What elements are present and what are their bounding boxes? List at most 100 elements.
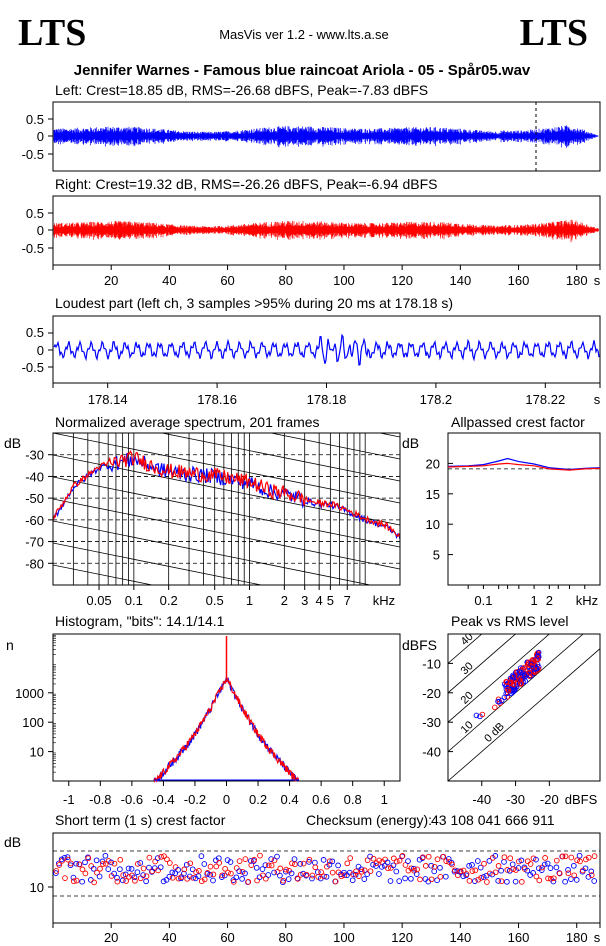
scatter-point <box>479 711 486 718</box>
crest-point <box>125 865 132 872</box>
crest-point <box>352 871 359 878</box>
x-tick-label: 100 <box>333 930 355 945</box>
right-waveform <box>53 219 599 243</box>
crest-point <box>294 876 301 882</box>
scatter-point <box>473 712 480 719</box>
x-tick-label: -0.4 <box>152 792 174 807</box>
crest-point <box>463 871 470 877</box>
x-tick-label: 160 <box>508 273 530 288</box>
crest-point <box>160 878 167 885</box>
crest-point <box>143 878 149 885</box>
allpass-ylabel: dB <box>402 435 419 451</box>
x-tick-label: 80 <box>279 930 293 945</box>
right-ytick: 0 <box>37 223 44 238</box>
crest-point <box>53 868 60 874</box>
x-tick-label: 0.2 <box>249 792 267 807</box>
crest-point <box>370 855 377 862</box>
diagonal-label: 0 dB <box>482 721 507 745</box>
crest-point <box>454 868 461 874</box>
crest-point <box>277 872 283 879</box>
crest-point <box>309 872 316 879</box>
allpass-panel: 20 15 10 5 0.1 1 2 kHz <box>426 432 601 608</box>
logo-left: LTS <box>18 12 86 54</box>
x-tick-label: -1 <box>63 792 75 807</box>
y-tick-label: -40 <box>422 745 441 760</box>
scatter-point <box>522 673 529 680</box>
crest-point <box>76 861 83 868</box>
crest-point <box>452 867 458 874</box>
crest-point <box>306 856 313 863</box>
crest-point <box>277 865 284 872</box>
crest-point <box>559 853 566 860</box>
shortterm-plot-frame <box>52 832 601 924</box>
crest-point <box>292 861 298 868</box>
spectrum-panel: -30 -40 -50 -60 -70 -80 0.05 0.1 0.2 0.5 1 2 3 4 5 7 k… <box>25 432 401 608</box>
crest-point <box>544 860 551 867</box>
scatter-point <box>507 680 514 686</box>
crest-point <box>291 856 298 862</box>
histogram-ylabel: n <box>6 637 14 653</box>
scatter-point <box>514 669 520 675</box>
crest-point <box>224 857 231 863</box>
crest-point <box>358 868 365 875</box>
crest-point <box>93 857 100 864</box>
crest-point <box>486 858 493 864</box>
crest-point <box>332 878 339 885</box>
crest-point <box>361 867 368 874</box>
peakrms-x-axis: -40 -30 -20 <box>472 781 559 807</box>
x-tick-label: 160 <box>508 930 530 945</box>
crest-point <box>509 861 516 868</box>
crest-point <box>504 878 510 885</box>
crest-point <box>193 869 199 875</box>
crest-point <box>166 860 173 866</box>
crest-point <box>73 877 80 884</box>
scatter-point <box>529 663 535 669</box>
crest-point <box>146 854 153 861</box>
crest-point <box>393 858 400 865</box>
crest-point <box>437 873 444 880</box>
crest-point <box>186 873 193 880</box>
crest-point <box>396 857 403 864</box>
crest-point <box>248 862 255 868</box>
crest-point <box>70 874 77 881</box>
scatter-point <box>504 694 510 700</box>
y-tick-label: -70 <box>25 535 44 550</box>
y-tick-label: -30 <box>25 448 44 463</box>
crest-point <box>571 872 578 879</box>
right-ytick: 0.5 <box>26 206 44 221</box>
crest-point <box>169 874 176 881</box>
crest-point <box>475 876 482 883</box>
x-tick-label: -40 <box>472 792 491 807</box>
scatter-point <box>534 652 541 659</box>
crest-point <box>506 867 513 874</box>
x-tick-label: 7 <box>344 593 351 608</box>
crest-point <box>82 870 89 877</box>
crest-point <box>425 853 432 860</box>
crest-point <box>271 857 278 864</box>
loudest-ytick: -0.5 <box>22 360 44 375</box>
crest-point <box>56 862 63 868</box>
crest-point <box>306 859 312 865</box>
crest-point <box>434 856 441 863</box>
peakrms-plot-frame <box>447 633 601 782</box>
x-tick-label: 40 <box>162 930 176 945</box>
crest-point <box>396 878 403 884</box>
crest-point <box>196 868 202 874</box>
crest-point <box>378 864 385 870</box>
allpass-content <box>447 457 601 471</box>
allpass-plot-frame <box>447 432 601 586</box>
crest-point <box>556 870 563 877</box>
crest-point <box>157 864 164 871</box>
x-tick-label: 178.16 <box>197 392 237 407</box>
crest-point <box>573 877 580 883</box>
crest-point <box>120 872 127 878</box>
allpass-series-line <box>447 462 601 471</box>
crest-point <box>417 876 423 883</box>
crest-point <box>367 868 374 875</box>
crest-point <box>100 861 106 867</box>
crest-point <box>512 878 519 885</box>
crest-point <box>213 863 220 870</box>
spectrum-x-unit: kHz <box>373 593 395 608</box>
crest-point <box>143 873 150 880</box>
crest-point <box>449 861 455 868</box>
